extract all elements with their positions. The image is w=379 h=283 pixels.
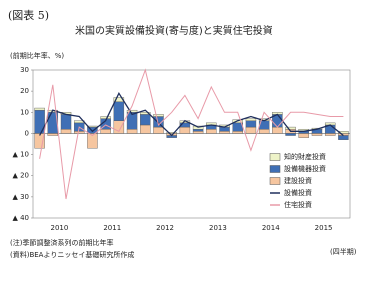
bar-segment [166, 132, 177, 134]
line [39, 91, 344, 137]
x-tick-label: 2015 [315, 224, 333, 232]
bar-segment [258, 128, 270, 134]
x-tick-label: 2011 [103, 224, 121, 232]
note: (資料)BEAよりニッセイ基礎研究所作成 [10, 250, 134, 259]
bar-segment [126, 128, 138, 134]
bar-segment [245, 120, 257, 128]
note: (注)季節調整済系列の前期比年率 [10, 238, 113, 247]
line [39, 68, 344, 200]
bar-segment [272, 126, 283, 134]
bar-segment [153, 114, 164, 117]
y-axis-label: (前期比年率、%) [10, 51, 64, 60]
figure-label: (図表 5) [8, 8, 49, 22]
bar-segment [153, 126, 164, 134]
y-tick-label: ▲ 40 [12, 214, 29, 222]
bar-segment [60, 128, 72, 134]
legend-label: 住宅投資 [284, 200, 312, 209]
bar-segment [245, 126, 257, 134]
y-tick-label: 20 [20, 87, 29, 95]
y-tick-label: 10 [20, 108, 29, 116]
bar-segment [126, 109, 138, 113]
bar-segment [74, 131, 85, 134]
bar-segment [113, 97, 125, 102]
x-tick-label: 2013 [209, 224, 227, 232]
bar-segment [140, 124, 151, 134]
x-axis-label: (四半期) [330, 247, 357, 256]
bar-segment [47, 133, 59, 136]
bar-segment [232, 122, 243, 132]
bar-segment [192, 131, 204, 134]
bar-segment [140, 114, 151, 126]
bar-segment [140, 112, 151, 115]
x-tick-label: 2012 [156, 224, 174, 232]
y-tick-label: ▲ 30 [12, 193, 29, 201]
legend-swatch [269, 177, 281, 185]
bar-segment [338, 135, 349, 140]
bar-segment [60, 114, 72, 130]
y-tick-label: 30 [20, 66, 29, 74]
legend-label: 設備投資 [284, 188, 312, 197]
y-tick-label: 0 [25, 129, 29, 137]
legend-label: 知的財産投資 [284, 152, 326, 161]
bar-segment [100, 128, 111, 134]
legend-label: 設備機器投資 [284, 164, 326, 173]
bar-segment [113, 101, 125, 121]
legend-label: 建設投資 [284, 176, 312, 185]
bar-segment [311, 133, 323, 136]
legend-swatch [269, 153, 281, 161]
plot-frame [32, 69, 351, 219]
bar-segment [219, 131, 230, 134]
bar-segment [298, 133, 309, 138]
bar-segment [285, 133, 296, 136]
bar-segment [232, 131, 243, 134]
bar-segment [338, 131, 349, 134]
bar-segment [285, 126, 296, 130]
x-tick-label: 2010 [51, 224, 69, 232]
y-tick-label: ▲ 20 [12, 172, 29, 180]
bar-segment [100, 116, 111, 119]
bar-segment [192, 128, 204, 132]
legend-swatch [269, 165, 281, 173]
bar-segment [206, 128, 217, 134]
y-tick-label: ▲ 10 [12, 151, 29, 159]
bar-segment [179, 126, 191, 134]
bar-segment [324, 133, 336, 136]
x-tick-label: 2014 [262, 224, 280, 232]
bar-segment [245, 118, 257, 121]
bar-segment [34, 107, 45, 111]
chart-title: 米国の実質設備投資(寄与度)と実質住宅投資 [75, 24, 273, 37]
